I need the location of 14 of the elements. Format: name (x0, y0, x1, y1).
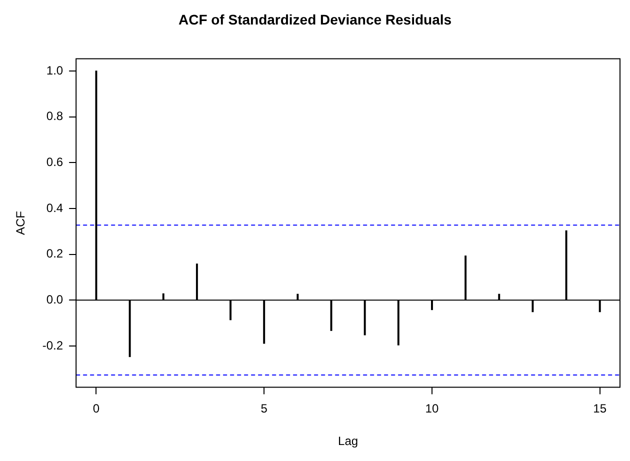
chart-title: ACF of Standardized Deviance Residuals (178, 11, 452, 28)
y-tick-label: 0.0 (46, 292, 64, 306)
y-tick-label: 0.4 (46, 200, 64, 215)
y-tick-label: 0.8 (46, 109, 64, 124)
y-tick-label: 0.6 (46, 154, 64, 169)
y-tick-label: -0.2 (42, 338, 64, 352)
x-tick-label: 5 (260, 402, 268, 416)
x-tick-label: 15 (593, 402, 607, 416)
x-tick-label: 0 (92, 402, 100, 416)
x-tick-label: 10 (425, 402, 439, 416)
x-axis-title: Lag (338, 434, 358, 448)
y-axis-title: ACF (14, 211, 28, 235)
y-tick-label: 0.2 (46, 246, 64, 261)
y-tick-label: 1.0 (46, 63, 64, 78)
